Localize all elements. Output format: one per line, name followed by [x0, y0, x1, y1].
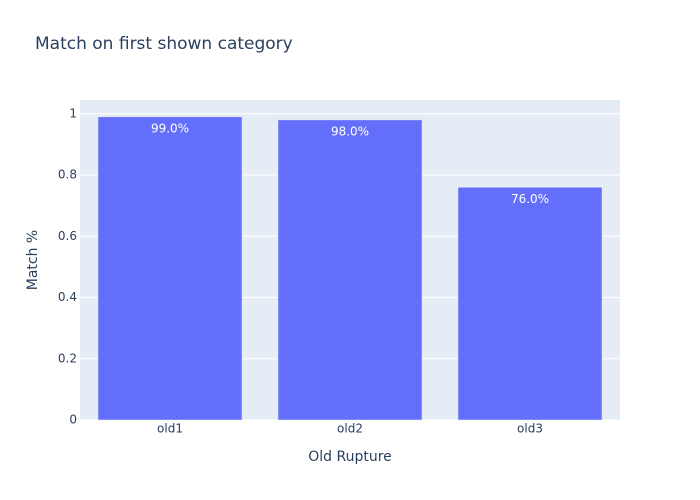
y-tick-label: 0: [69, 413, 77, 427]
value-label: 76.0%: [511, 192, 549, 206]
value-label: 99.0%: [151, 121, 189, 135]
bar: [457, 187, 603, 421]
y-axis-title: Match %: [25, 230, 41, 290]
x-tick-label: old2: [337, 422, 363, 436]
x-axis-title: Old Rupture: [308, 449, 392, 465]
chart-title: Match on first shown category: [35, 34, 293, 54]
value-label: 98.0%: [331, 124, 369, 138]
bar: [97, 116, 243, 421]
x-tick-label: old1: [157, 422, 183, 436]
y-tick-label: 0.4: [58, 290, 77, 304]
y-tick-label: 0.6: [58, 229, 77, 243]
y-tick-label: 1: [69, 106, 77, 120]
y-tick-label: 0.2: [58, 351, 77, 365]
y-tick-label: 0.8: [58, 168, 77, 182]
bar: [277, 119, 423, 421]
x-tick-label: old3: [517, 422, 543, 436]
